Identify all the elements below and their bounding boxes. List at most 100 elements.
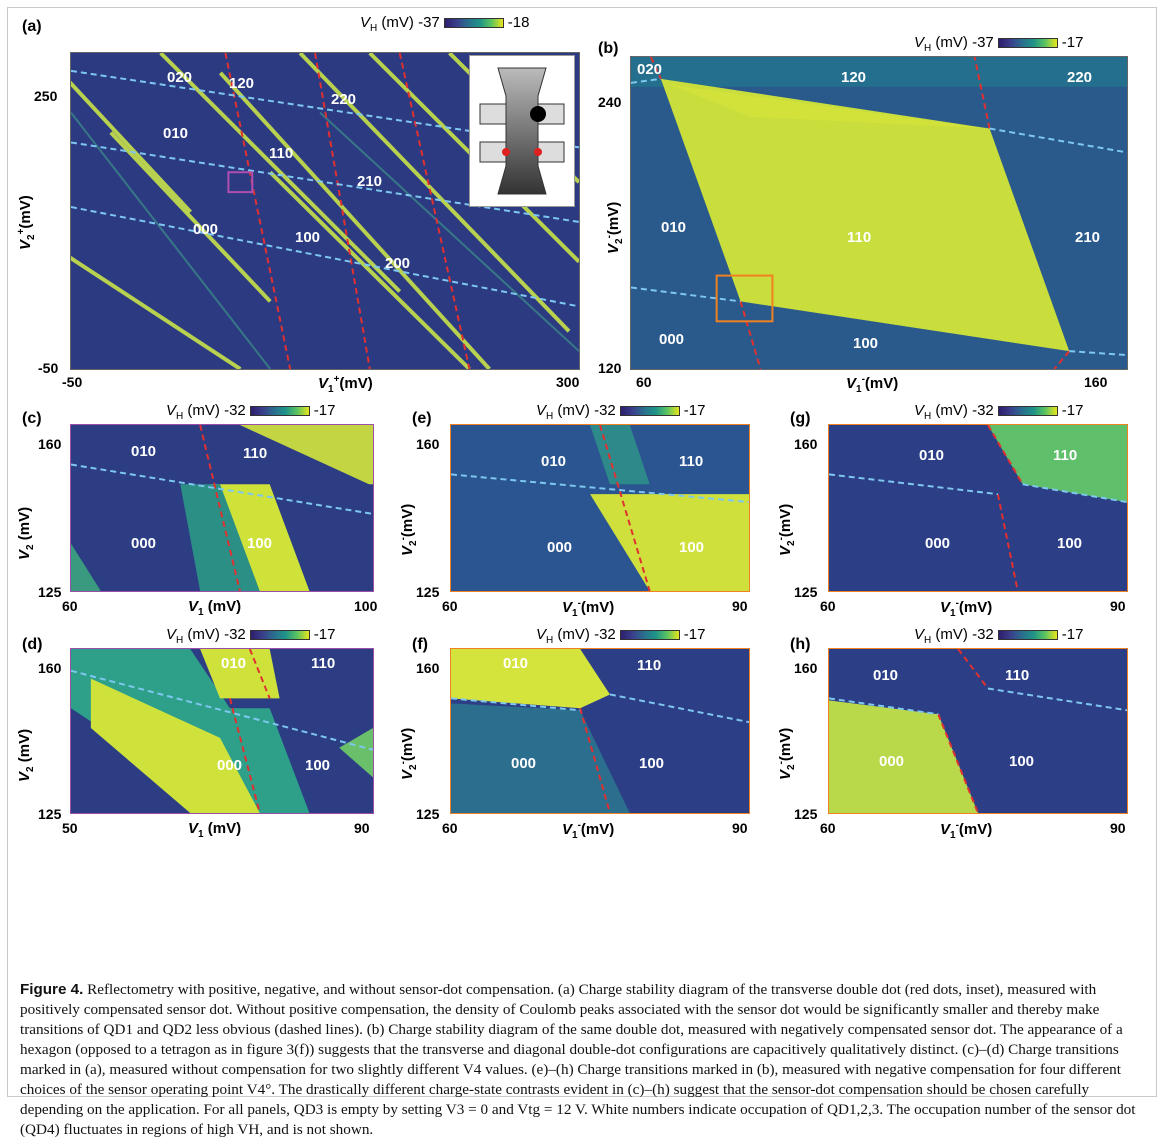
- x-tick: 90: [1110, 598, 1126, 614]
- state-label: 010: [221, 655, 247, 672]
- y-tick: 240: [598, 94, 622, 110]
- colorbar-gradient: [443, 18, 504, 29]
- y-tick: 250: [34, 88, 58, 104]
- state-label: 000: [217, 757, 243, 774]
- x-tick: 90: [732, 598, 748, 614]
- x-tick: 300: [556, 374, 580, 390]
- state-label: 000: [547, 539, 573, 556]
- panel-h-image: [829, 649, 1127, 813]
- y-tick: 120: [598, 360, 622, 376]
- state-label: 220: [331, 91, 357, 108]
- state-label: 010: [131, 443, 157, 460]
- y-tick: 125: [38, 806, 62, 822]
- state-label: 100: [1009, 753, 1035, 770]
- panel-g-plot: 010 110 000 100: [828, 424, 1128, 592]
- state-label: 100: [679, 539, 705, 556]
- cb-max: -17: [683, 402, 706, 419]
- panel-c-plot: 010 110 000 100: [70, 424, 374, 592]
- panel-e-colorbar: VH (mV) -32 -17: [536, 402, 706, 422]
- y-tick: 160: [38, 660, 62, 676]
- panel-e-label: (e): [412, 410, 432, 427]
- panel-c-image: [71, 425, 373, 591]
- y-tick: -50: [38, 360, 59, 376]
- panel-h-colorbar: VH (mV) -32 -17: [914, 626, 1084, 646]
- panel-h-label: (h): [790, 636, 811, 653]
- panel-a-colorbar: VH (mV) -37 -18: [360, 14, 530, 34]
- state-label: 110: [1053, 447, 1078, 464]
- panel-f-image: [451, 649, 749, 813]
- panel-e-image: [451, 425, 749, 591]
- y-tick: 160: [794, 436, 818, 452]
- figure-caption: Figure 4. Reflectometry with positive, n…: [20, 980, 1145, 1140]
- x-tick: 60: [442, 598, 458, 614]
- x-tick: 60: [636, 374, 652, 390]
- cb-max: -17: [683, 626, 706, 643]
- panel-c-colorbar: VH (mV) -32 -17: [166, 402, 336, 422]
- state-label: 110: [243, 445, 268, 462]
- y-axis-label: V2 (mV): [16, 506, 36, 560]
- y-axis-label: V2-(mV): [776, 727, 797, 780]
- y-tick: 160: [38, 436, 62, 452]
- cb-max: -17: [1061, 402, 1084, 419]
- colorbar-gradient: [619, 406, 680, 417]
- cb-min: -32: [224, 402, 246, 419]
- cb-max: -17: [313, 626, 336, 643]
- state-label: 010: [873, 667, 899, 684]
- colorbar-gradient: [619, 630, 680, 641]
- panel-d-plot: 010 110 000 100: [70, 648, 374, 814]
- y-axis-label: V2+(mV): [16, 195, 37, 250]
- state-label: 110: [847, 229, 872, 246]
- cb-min: -32: [594, 626, 616, 643]
- state-label: 000: [659, 331, 685, 348]
- cb-min: -37: [418, 14, 440, 31]
- x-tick: 60: [62, 598, 78, 614]
- cb-max: -17: [313, 402, 336, 419]
- state-label: 020: [167, 69, 193, 86]
- cb-max: -17: [1061, 34, 1084, 51]
- state-label: 110: [269, 145, 294, 162]
- state-label: 100: [305, 757, 331, 774]
- panel-d-colorbar: VH (mV) -32 -17: [166, 626, 336, 646]
- cb-min: -32: [224, 626, 246, 643]
- state-label: 000: [511, 755, 537, 772]
- colorbar-gradient: [997, 630, 1058, 641]
- y-tick: 160: [416, 436, 440, 452]
- y-axis-label: V2-(mV): [604, 201, 625, 254]
- x-tick: -50: [62, 374, 83, 390]
- state-label: 200: [385, 255, 411, 272]
- state-label: 010: [541, 453, 567, 470]
- state-label: 010: [661, 219, 687, 236]
- y-tick: 125: [416, 584, 440, 600]
- state-label: 000: [193, 221, 219, 238]
- state-label: 110: [637, 657, 662, 674]
- x-tick: 50: [62, 820, 78, 836]
- cb-max: -18: [507, 14, 530, 31]
- state-label: 000: [925, 535, 951, 552]
- state-label: 110: [311, 655, 336, 672]
- y-axis-label: V2 (mV): [16, 728, 36, 782]
- caption-title: Figure 4.: [20, 981, 84, 998]
- y-tick: 125: [794, 584, 818, 600]
- state-label: 220: [1067, 69, 1093, 86]
- state-label: 120: [229, 75, 255, 92]
- x-axis-label: V1-(mV): [846, 374, 899, 395]
- state-label: 010: [503, 655, 529, 672]
- state-label: 120: [841, 69, 867, 86]
- panel-c-label: (c): [22, 410, 42, 427]
- panel-g-label: (g): [790, 410, 811, 427]
- colorbar-gradient: [249, 406, 310, 417]
- y-tick: 125: [416, 806, 440, 822]
- x-tick: 60: [820, 820, 836, 836]
- panel-a-label: (a): [22, 18, 42, 35]
- panel-h-plot: 010 110 000 100: [828, 648, 1128, 814]
- panel-d-image: [71, 649, 373, 813]
- x-tick: 90: [354, 820, 370, 836]
- x-axis-label: V1-(mV): [940, 598, 993, 619]
- state-label: 000: [879, 753, 905, 770]
- panel-d-label: (d): [22, 636, 43, 653]
- state-label: 100: [853, 335, 879, 352]
- cb-min: -32: [972, 626, 994, 643]
- panel-b-plot: 020 120 220 010 110 210 000 100: [630, 56, 1128, 370]
- x-tick: 60: [820, 598, 836, 614]
- figure-frame: [7, 7, 1157, 1097]
